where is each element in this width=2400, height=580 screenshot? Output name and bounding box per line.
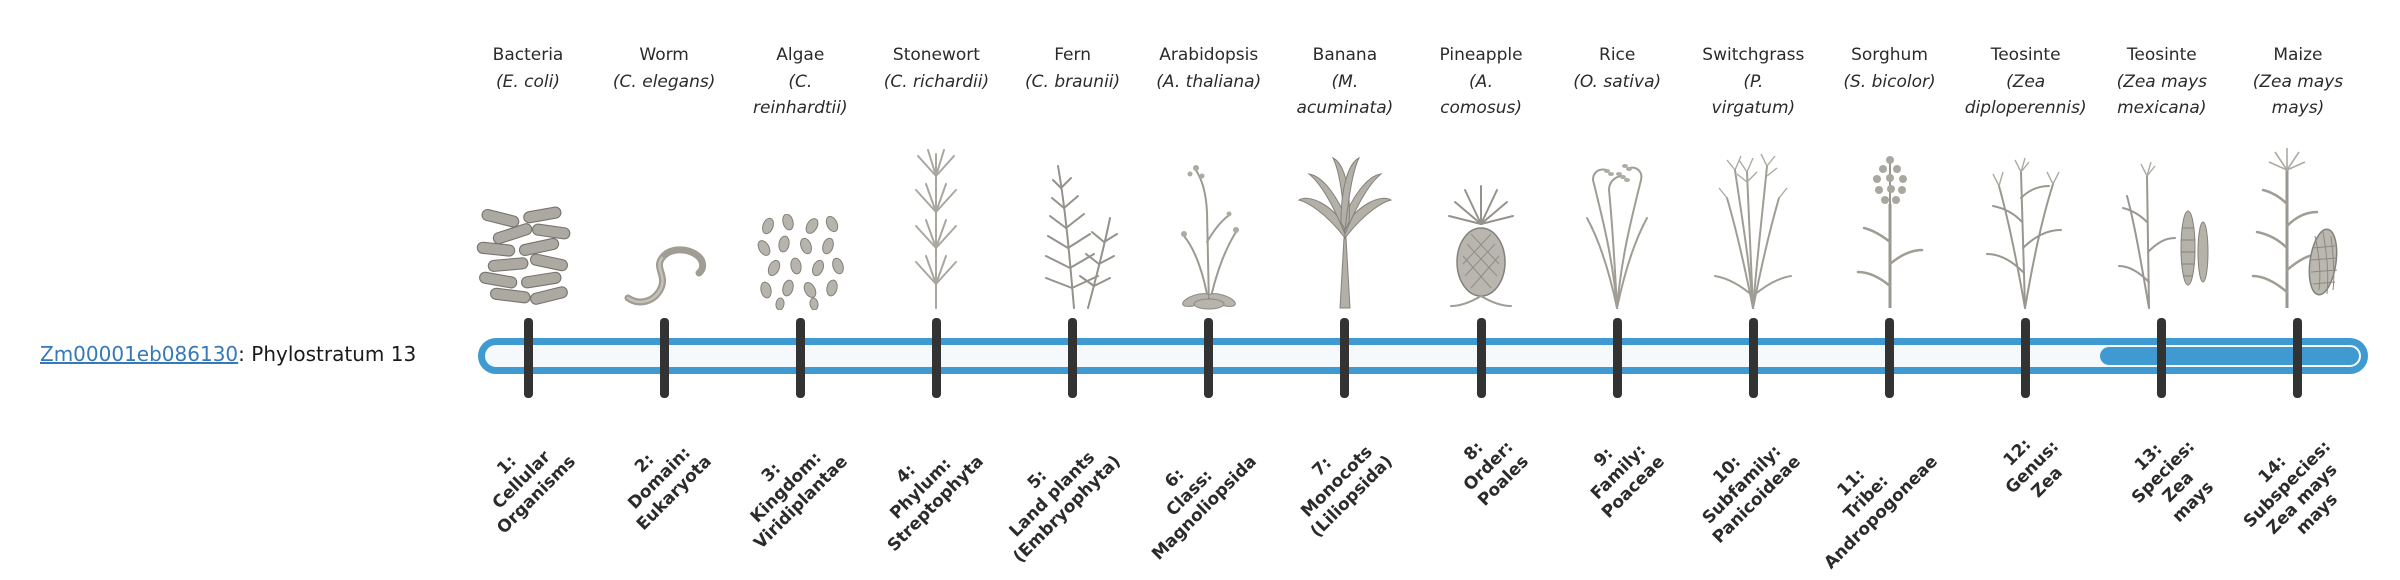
phylostratum-tick-9	[1612, 318, 1622, 398]
organism-scientific-name: (C. richardii)	[883, 72, 990, 92]
phylostratum-label-12: 12: Genus: Zea	[1999, 434, 2067, 502]
phylostratum-tick-12	[2021, 318, 2031, 398]
phylostratum-tick-7	[1340, 318, 1350, 398]
organism-scientific-name: (C. braunii)	[1025, 72, 1121, 92]
organism-common-name: Stonewort	[892, 45, 980, 65]
phylostratum-label-9: 9: Family: Poaceae	[1587, 440, 1670, 523]
organism-common-name: Sorghum	[1851, 45, 1928, 65]
phylostratum-tick-11	[1885, 318, 1894, 398]
switchgrass-illustration	[1705, 148, 1801, 310]
phylostratum-tick-14	[2293, 318, 2303, 398]
organism-scientific-name: (M. acuminata)	[1296, 72, 1394, 118]
organism-common-name: Fern	[1054, 45, 1091, 65]
phylostratum-label-11: 11: Tribe: Andropogoneae	[1819, 451, 1942, 574]
phylostratum-label-2: 2: Domain: Eukaryota	[624, 443, 716, 535]
organism-column-11: Sorghum (S. bicolor)	[1815, 42, 1965, 310]
arabidopsis-illustration	[1166, 152, 1252, 310]
organism-column-8: Pineapple (A. comosus)	[1406, 42, 1556, 310]
organism-column-6: Arabidopsis (A. thaliana)	[1134, 42, 1284, 310]
phylostratum-tick-5	[1068, 318, 1078, 398]
phylostratum-tick-2	[659, 318, 669, 398]
teosinte-mexicana-illustration	[2111, 152, 2213, 310]
maize-illustration	[2247, 142, 2349, 310]
organism-common-name: Bacteria	[492, 45, 564, 65]
phylostratum-label-8: 8: Order: Poales	[1459, 437, 1533, 511]
organism-scientific-name: (Zea mays mays)	[2252, 72, 2344, 118]
phylostratum-label-10: 10: Subfamily: Panicoideae	[1698, 441, 1806, 548]
organism-column-13: Teosinte (Zea mays mexicana)	[2087, 42, 2237, 310]
fern-illustration	[1024, 150, 1122, 310]
phylostratum-tick-3	[795, 318, 805, 398]
organism-column-4: Stonewort (C. richardii)	[861, 42, 1011, 310]
organism-column-10: Switchgrass (P. virgatum)	[1678, 42, 1828, 310]
phylostratum-label-7: 7: Monocots (Liliopsida)	[1297, 442, 1397, 542]
stonewort-illustration	[900, 142, 972, 310]
organism-scientific-name: (E. coli)	[495, 72, 560, 92]
organism-common-name: Rice	[1599, 45, 1636, 65]
gene-title: Zm00001eb086130: Phylostratum 13	[40, 342, 416, 366]
organism-common-name: Pineapple	[1439, 45, 1523, 65]
phylostratum-label-14: 14: Subspecies: Zea mays mays	[2239, 436, 2342, 539]
phylostratum-tick-4	[931, 318, 941, 398]
organism-common-name: Algae	[776, 45, 825, 65]
phylostratum-label-6: 6: Class: Magnoliopsida	[1147, 451, 1261, 565]
organism-common-name: Teosinte	[2126, 45, 2197, 65]
organism-scientific-name: (O. sativa)	[1573, 72, 1662, 92]
phylostratum-label-4: 4: Phylum: Streptophyta	[884, 451, 989, 556]
organism-common-name: Arabidopsis	[1159, 45, 1259, 65]
phylostratum-label-1: 1: Cellular Organisms	[488, 447, 580, 539]
phylostratum-tick-13	[2157, 318, 2167, 398]
phylostratum-tick-8	[1476, 318, 1486, 398]
organism-scientific-name: (Zea diploperennis)	[1964, 72, 2087, 118]
organism-column-7: Banana (M. acuminata)	[1270, 42, 1420, 310]
organism-scientific-name: (C. elegans)	[612, 72, 716, 92]
phylostratum-timeline-track	[478, 338, 2368, 374]
organism-scientific-name: (Zea mays mexicana)	[2116, 72, 2208, 118]
teosinte-diploperennis-illustration	[1975, 152, 2077, 310]
organism-common-name: Worm	[639, 45, 689, 65]
organism-common-name: Banana	[1312, 45, 1378, 65]
phylostratum-tick-6	[1204, 318, 1214, 398]
organism-column-2: Worm (C. elegans)	[589, 42, 739, 310]
organism-scientific-name: (A. comosus)	[1440, 72, 1522, 118]
organism-column-12: Teosinte (Zea diploperennis)	[1951, 42, 2101, 310]
banana-illustration	[1294, 142, 1396, 310]
algae-illustration	[754, 214, 846, 310]
gene-id-link[interactable]: Zm00001eb086130	[40, 342, 239, 366]
organism-common-name: Maize	[2273, 45, 2323, 65]
phylostratum-label-13: 13: Species: Zea mays	[2127, 436, 2218, 527]
organism-scientific-name: (A. thaliana)	[1156, 72, 1262, 92]
organism-scientific-name: (C. reinhardtii)	[752, 72, 848, 118]
pineapple-illustration	[1441, 160, 1521, 310]
worm-illustration	[618, 238, 710, 310]
sorghum-illustration	[1850, 146, 1930, 310]
phylostratum-highlight-fill	[2100, 347, 2359, 365]
phylostratum-tick-1	[523, 318, 533, 398]
rice-illustration	[1569, 160, 1665, 310]
phylostratum-label-3: 3: Kingdom: Viridiplantae	[747, 448, 853, 554]
organism-scientific-name: (S. bicolor)	[1843, 72, 1936, 92]
phylostratum-title-text: : Phylostratum 13	[238, 342, 417, 366]
organism-common-name: Teosinte	[1990, 45, 2061, 65]
organism-column-14: Maize (Zea mays mays)	[2223, 42, 2373, 310]
phylostratum-label-5: 5: Land plants (Embryophyta)	[1005, 447, 1125, 568]
organism-common-name: Switchgrass	[1702, 45, 1805, 65]
phylostratum-tick-10	[1748, 318, 1758, 398]
organism-column-3: Algae (C. reinhardtii)	[725, 42, 875, 310]
organism-column-1: Bacteria (E. coli)	[453, 42, 603, 310]
organism-scientific-name: (P. virgatum)	[1711, 72, 1796, 118]
bacteria-illustration	[475, 206, 581, 310]
organism-column-5: Fern (C. braunii)	[998, 42, 1148, 310]
organism-column-9: Rice (O. sativa)	[1542, 42, 1692, 310]
